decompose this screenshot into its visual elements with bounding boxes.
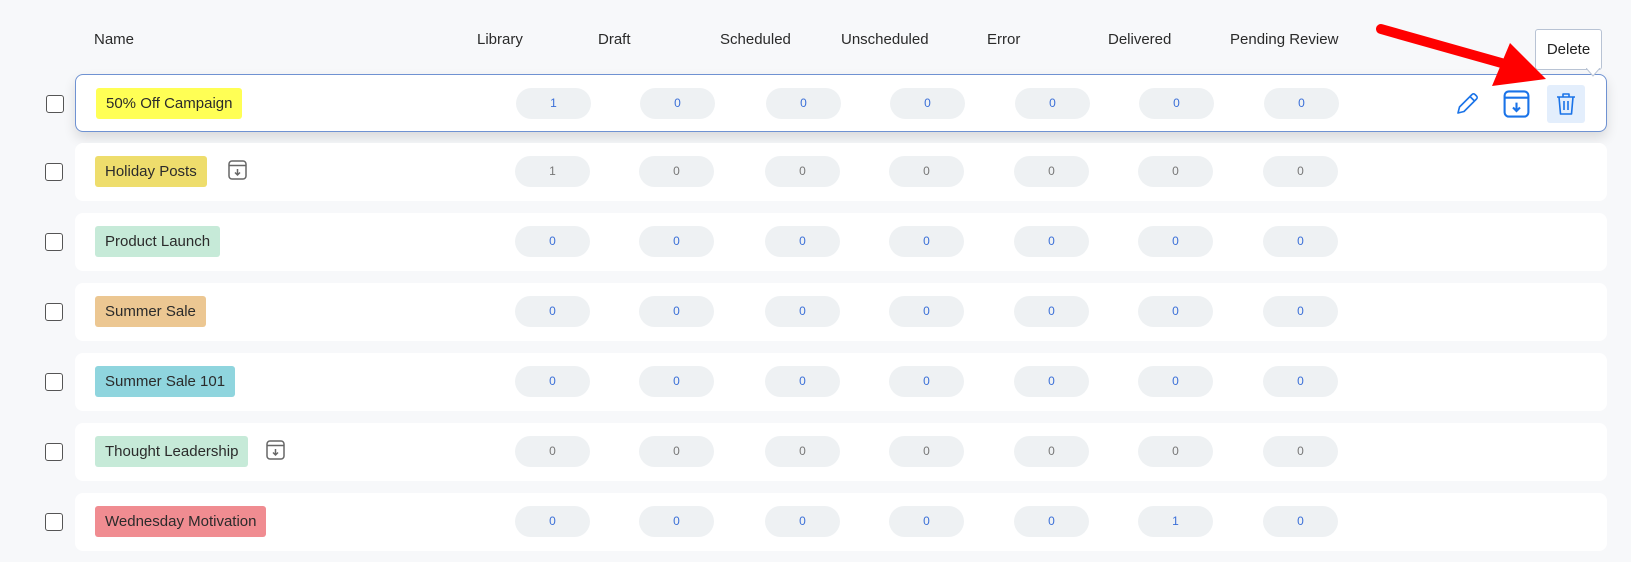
count-unscheduled: 0 — [889, 506, 964, 537]
table-row[interactable]: Summer Sale 101 0 0 0 0 0 0 0 — [45, 353, 1607, 411]
count-delivered: 0 — [1138, 226, 1213, 257]
count-unscheduled: 0 — [889, 156, 964, 187]
row-checkbox[interactable] — [45, 443, 63, 461]
count-error: 0 — [1015, 88, 1090, 119]
archive-button[interactable] — [1497, 85, 1535, 123]
count-scheduled: 0 — [765, 226, 840, 257]
count-delivered: 0 — [1138, 366, 1213, 397]
row-checkbox[interactable] — [45, 303, 63, 321]
count-pending-review: 0 — [1263, 296, 1338, 327]
table-row[interactable]: Holiday Posts 1 0 0 0 0 0 0 — [45, 143, 1607, 201]
count-pending-review: 0 — [1263, 226, 1338, 257]
campaign-tag[interactable]: Wednesday Motivation — [95, 506, 267, 537]
table-row[interactable]: Thought Leadership 0 0 0 0 0 0 0 — [45, 423, 1607, 481]
count-error: 0 — [1014, 226, 1089, 257]
table-row[interactable]: 50% Off Campaign 1 0 0 0 0 0 0 — [46, 74, 1607, 132]
campaign-tag[interactable]: Thought Leadership — [95, 436, 249, 467]
count-unscheduled: 0 — [890, 88, 965, 119]
count-delivered: 0 — [1139, 88, 1214, 119]
table-row[interactable]: Summer Sale 0 0 0 0 0 0 0 — [45, 283, 1607, 341]
count-delivered: 0 — [1138, 296, 1213, 327]
campaign-tag[interactable]: Summer Sale 101 — [95, 366, 236, 397]
count-library: 0 — [515, 506, 590, 537]
archive-download-icon[interactable] — [266, 440, 285, 460]
tooltip-pointer — [1586, 68, 1600, 77]
count-error: 0 — [1014, 506, 1089, 537]
count-scheduled: 0 — [765, 296, 840, 327]
count-error: 0 — [1014, 366, 1089, 397]
header-draft[interactable]: Draft — [598, 31, 631, 48]
row-checkbox[interactable] — [45, 373, 63, 391]
count-scheduled: 0 — [765, 436, 840, 467]
count-unscheduled: 0 — [889, 366, 964, 397]
header-scheduled[interactable]: Scheduled — [720, 31, 791, 48]
row-checkbox[interactable] — [46, 95, 64, 113]
count-library: 0 — [515, 366, 590, 397]
count-scheduled: 0 — [766, 88, 841, 119]
delete-button[interactable] — [1547, 85, 1585, 123]
count-pending-review: 0 — [1263, 436, 1338, 467]
header-error[interactable]: Error — [987, 31, 1021, 48]
count-draft: 0 — [639, 436, 714, 467]
pencil-icon — [1457, 93, 1478, 114]
row-checkbox[interactable] — [45, 233, 63, 251]
campaign-tag[interactable]: 50% Off Campaign — [96, 88, 243, 119]
count-delivered: 1 — [1138, 506, 1213, 537]
count-pending-review: 0 — [1263, 506, 1338, 537]
archive-download-icon — [1503, 90, 1530, 118]
header-library[interactable]: Library — [477, 31, 523, 48]
count-pending-review: 0 — [1263, 156, 1338, 187]
row-checkbox[interactable] — [45, 163, 63, 181]
count-scheduled: 0 — [765, 156, 840, 187]
count-delivered: 0 — [1138, 156, 1213, 187]
delete-tooltip: Delete — [1535, 29, 1602, 70]
campaign-tag[interactable]: Product Launch — [95, 226, 221, 257]
count-draft: 0 — [639, 506, 714, 537]
header-name[interactable]: Name — [94, 31, 135, 48]
count-draft: 0 — [639, 226, 714, 257]
count-library: 0 — [515, 226, 590, 257]
row-checkbox[interactable] — [45, 513, 63, 531]
header-unscheduled[interactable]: Unscheduled — [841, 31, 929, 48]
count-pending-review: 0 — [1263, 366, 1338, 397]
header-pending-review[interactable]: Pending Review — [1230, 31, 1339, 48]
count-draft: 0 — [639, 296, 714, 327]
table-row[interactable]: Product Launch 0 0 0 0 0 0 0 — [45, 213, 1607, 271]
trash-icon — [1557, 93, 1575, 115]
count-scheduled: 0 — [765, 506, 840, 537]
campaign-tag[interactable]: Summer Sale — [95, 296, 206, 327]
count-error: 0 — [1014, 296, 1089, 327]
count-error: 0 — [1014, 156, 1089, 187]
table-row[interactable]: Wednesday Motivation 0 0 0 0 0 1 0 — [45, 493, 1607, 551]
count-draft: 0 — [639, 366, 714, 397]
count-draft: 0 — [639, 156, 714, 187]
header-delivered[interactable]: Delivered — [1108, 31, 1172, 48]
count-unscheduled: 0 — [889, 296, 964, 327]
count-error: 0 — [1014, 436, 1089, 467]
campaign-tag[interactable]: Holiday Posts — [95, 156, 207, 187]
count-library: 1 — [515, 156, 590, 187]
count-pending-review: 0 — [1264, 88, 1339, 119]
count-library: 1 — [516, 88, 591, 119]
archive-download-icon[interactable] — [228, 160, 247, 180]
count-unscheduled: 0 — [889, 226, 964, 257]
count-library: 0 — [515, 436, 590, 467]
count-unscheduled: 0 — [889, 436, 964, 467]
count-draft: 0 — [640, 88, 715, 119]
edit-button[interactable] — [1448, 85, 1486, 123]
count-delivered: 0 — [1138, 436, 1213, 467]
count-scheduled: 0 — [765, 366, 840, 397]
count-library: 0 — [515, 296, 590, 327]
